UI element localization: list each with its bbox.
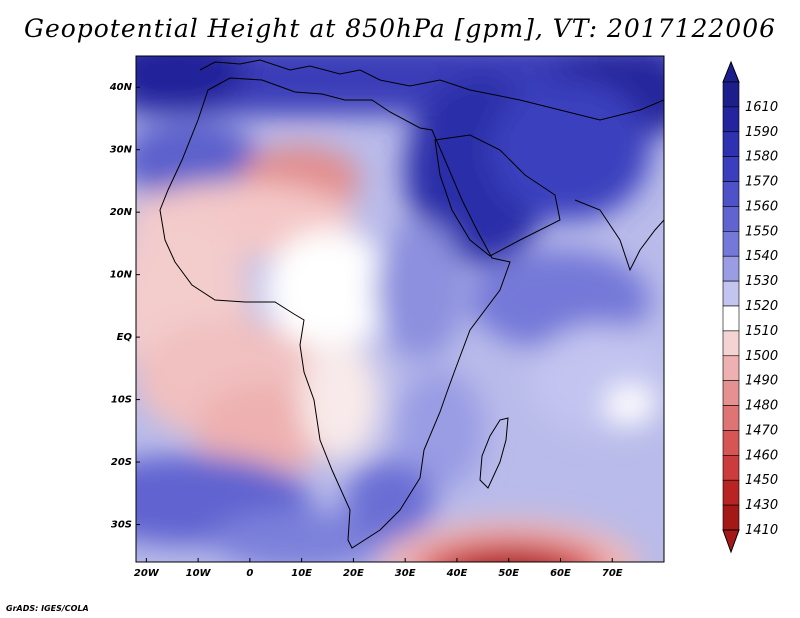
colorbar-label: 1520 — [745, 299, 778, 314]
colorbar-swatch — [722, 255, 740, 282]
lon-tick-label: 20E — [343, 568, 364, 579]
colorbar-swatch — [722, 231, 740, 257]
colorbar-label: 1540 — [745, 249, 778, 264]
latitude-axis: 40N 30N 20N 10N EQ 10S 20S 30S — [109, 82, 140, 531]
colorbar-label: 1610 — [745, 100, 778, 115]
map-frame — [135, 55, 665, 563]
longitude-axis: 20W 10W 0 10E 20E 30E 40E 50E 60E 70E — [134, 558, 623, 579]
colorbar-min-arrow — [722, 529, 740, 554]
colorbar-swatch — [722, 305, 740, 332]
colorbar-label: 1530 — [745, 274, 778, 289]
lon-tick-label: 10E — [291, 568, 312, 579]
lon-tick-label: 10W — [186, 568, 212, 579]
colorbar-label: 1560 — [745, 199, 778, 214]
colorbar-label: 1500 — [745, 349, 778, 364]
lon-tick-label: 40E — [446, 568, 468, 579]
colorbar-label: 1480 — [745, 399, 778, 414]
colorbar: 1610 1590 1580 1570 1560 1550 1540 1530 1520 1510… — [722, 60, 778, 554]
colorbar-label: 1590 — [745, 125, 778, 140]
coastlines — [159, 59, 664, 549]
arabia-coastline — [434, 134, 561, 257]
colorbar-label: 1450 — [745, 473, 778, 488]
europe-coastline — [199, 59, 471, 91]
colorbar-label: 1410 — [745, 523, 778, 538]
grads-credit: GrADS: IGES/COLA — [6, 604, 89, 613]
colorbar-swatch — [722, 504, 740, 531]
lat-tick-label: EQ — [117, 332, 133, 343]
colorbar-label: 1430 — [745, 498, 778, 513]
colorbar-label: 1570 — [745, 175, 778, 190]
colorbar-swatch — [722, 355, 740, 381]
lat-tick-label: 20S — [111, 457, 132, 468]
lat-tick-label: 10N — [110, 270, 133, 281]
colorbar-label: 1470 — [745, 423, 778, 438]
lat-tick-label: 30S — [111, 520, 132, 531]
height-field — [136, 56, 664, 562]
lon-tick-label: 30E — [395, 568, 416, 579]
colorbar-swatch — [722, 206, 740, 232]
colorbar-swatch — [722, 455, 740, 481]
africa-coastline — [159, 77, 511, 549]
colorbar-swatch — [722, 430, 740, 456]
lon-tick-label: 70E — [602, 568, 623, 579]
lon-tick-label: 0 — [246, 568, 253, 579]
colorbar-swatch — [722, 405, 740, 431]
colorbar-swatch — [722, 106, 740, 133]
colorbar-swatch — [722, 280, 740, 307]
lat-tick-label: 10S — [111, 395, 132, 406]
lon-tick-label: 20W — [134, 568, 160, 579]
colorbar-swatch — [722, 181, 740, 207]
colorbar-swatch — [722, 479, 740, 506]
colorbar-swatch — [722, 156, 740, 182]
india-coastline — [574, 199, 664, 272]
colorbar-label: 1580 — [745, 150, 778, 165]
colorbar-label: 1510 — [745, 324, 778, 339]
lat-tick-label: 20N — [110, 207, 133, 218]
colorbar-swatch — [722, 380, 740, 406]
colorbar-max-arrow — [722, 60, 740, 83]
madagascar-coastline — [479, 417, 509, 489]
colorbar-label: 1460 — [745, 448, 778, 463]
colorbar-swatch — [722, 81, 740, 108]
lat-tick-label: 40N — [109, 82, 133, 93]
colorbar-label: 1550 — [745, 224, 778, 239]
colorbar-label: 1490 — [745, 374, 778, 389]
chart-title: Geopotential Height at 850hPa [gpm], VT:… — [23, 14, 777, 43]
lon-tick-label: 60E — [550, 568, 571, 579]
colorbar-swatch — [722, 330, 740, 357]
colorbar-swatch — [722, 131, 740, 157]
asia-border — [469, 89, 664, 121]
lon-tick-label: 50E — [498, 568, 519, 579]
lat-tick-label: 30N — [110, 145, 133, 156]
